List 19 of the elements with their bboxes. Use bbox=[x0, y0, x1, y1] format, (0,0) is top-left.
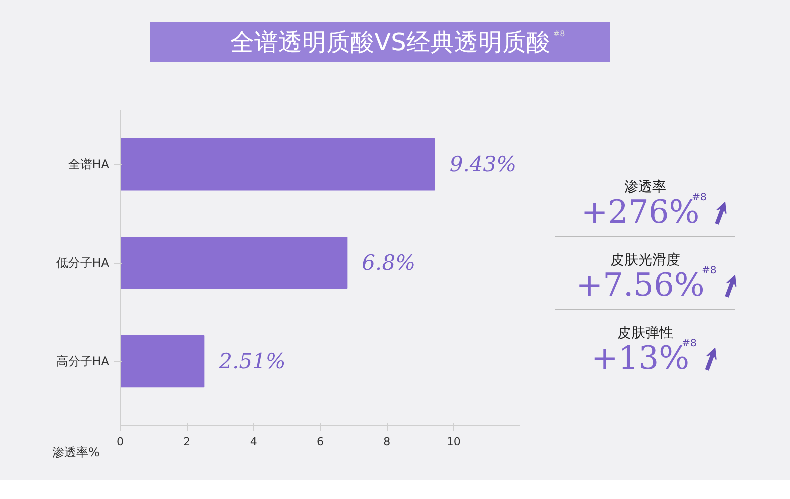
text: 皮肤光滑度 bbox=[610, 252, 680, 268]
x-tick-label: 10 bbox=[446, 436, 461, 448]
data-label: 9.43% bbox=[450, 152, 517, 177]
x-tick-label: 2 bbox=[184, 436, 191, 448]
x-axis-title: 渗透率% bbox=[52, 446, 100, 460]
text: 皮肤弹性 bbox=[618, 325, 674, 342]
data-label: 6.8% bbox=[362, 251, 416, 276]
bar bbox=[120, 138, 436, 191]
y-tick-label: 全谱HA bbox=[68, 158, 110, 172]
bar bbox=[120, 236, 348, 290]
bar bbox=[120, 335, 205, 388]
x-tick-label: 4 bbox=[250, 436, 258, 448]
y-tick-label: 低分子HA bbox=[56, 256, 110, 270]
text: 渗透率 bbox=[624, 179, 666, 196]
x-tick-label: 0 bbox=[117, 436, 124, 448]
x-tick-label: 8 bbox=[384, 436, 391, 448]
data-label: 2.51% bbox=[218, 350, 286, 374]
x-tick-label: 6 bbox=[317, 436, 324, 448]
y-tick-label: 高分子HA bbox=[56, 354, 110, 369]
